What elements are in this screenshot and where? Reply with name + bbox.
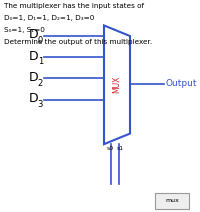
Text: MUX: MUX (112, 76, 122, 93)
Text: 1: 1 (38, 57, 43, 66)
Text: 0: 0 (38, 36, 43, 45)
FancyBboxPatch shape (155, 193, 189, 209)
Text: mux: mux (165, 198, 179, 203)
Text: 2: 2 (38, 79, 43, 88)
Text: D: D (28, 92, 38, 105)
Text: The multiplexer has the input states of: The multiplexer has the input states of (4, 3, 144, 9)
Text: D₀=1, D₁=1, D₂=1, D₃=0: D₀=1, D₁=1, D₂=1, D₃=0 (4, 15, 94, 21)
Text: s1: s1 (116, 146, 124, 151)
Text: S₀=1, S₁=0: S₀=1, S₁=0 (4, 27, 45, 33)
Text: 3: 3 (38, 100, 43, 109)
Text: D: D (28, 71, 38, 84)
Text: Determine the output of this multiplexer.: Determine the output of this multiplexer… (4, 39, 152, 45)
Text: Output: Output (166, 79, 198, 88)
Text: s0: s0 (106, 146, 114, 151)
Text: D: D (28, 28, 38, 42)
Text: D: D (28, 50, 38, 63)
